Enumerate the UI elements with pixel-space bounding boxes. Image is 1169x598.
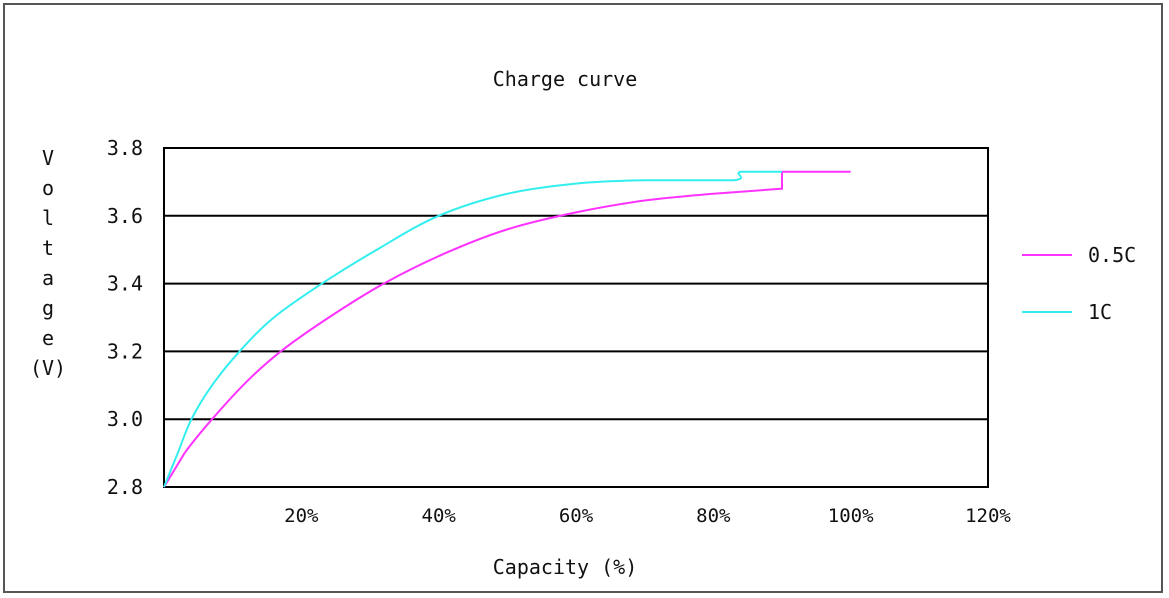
grid (164, 214, 988, 421)
y-tick-label: 3.4 (107, 272, 143, 296)
series-line-1c (163, 170, 782, 488)
legend: 0.5C 1C (1022, 243, 1136, 324)
y-label-char: e (42, 326, 54, 350)
y-label-char: l (42, 206, 54, 230)
y-label-char: a (42, 266, 54, 290)
chart-title: Charge curve (493, 67, 638, 91)
legend-label: 1C (1088, 300, 1112, 324)
y-tick-label: 3.2 (107, 339, 143, 363)
x-tick-label: 80% (696, 505, 731, 527)
y-tick-label: 3.8 (107, 136, 143, 160)
y-tick-label: 3.0 (107, 407, 143, 431)
x-tick-label: 60% (559, 505, 594, 527)
series-line-0-5c (163, 170, 851, 488)
y-tick-label: 3.6 (107, 204, 143, 228)
x-tick-label: 20% (284, 505, 319, 527)
y-label-unit: (V) (30, 356, 66, 380)
x-tick-label: 100% (828, 505, 874, 527)
x-axis-label: Capacity (%) (493, 555, 638, 579)
y-tick-label: 2.8 (107, 475, 143, 499)
series-group (163, 170, 851, 488)
x-tick-label: 40% (422, 505, 457, 527)
chart-frame (3, 3, 1163, 593)
x-axis-ticks: 20% 40% 60% 80% 100% 120% (284, 505, 1011, 527)
legend-label: 0.5C (1088, 243, 1136, 267)
y-label-char: o (42, 176, 54, 200)
x-tick-label: 120% (965, 505, 1011, 527)
y-label-char: V (42, 146, 54, 170)
y-label-char: t (42, 236, 54, 260)
plot-area-border (163, 147, 989, 488)
y-axis-ticks: 2.8 3.0 3.2 3.4 3.6 3.8 (107, 136, 143, 499)
y-label-char: g (42, 296, 54, 320)
